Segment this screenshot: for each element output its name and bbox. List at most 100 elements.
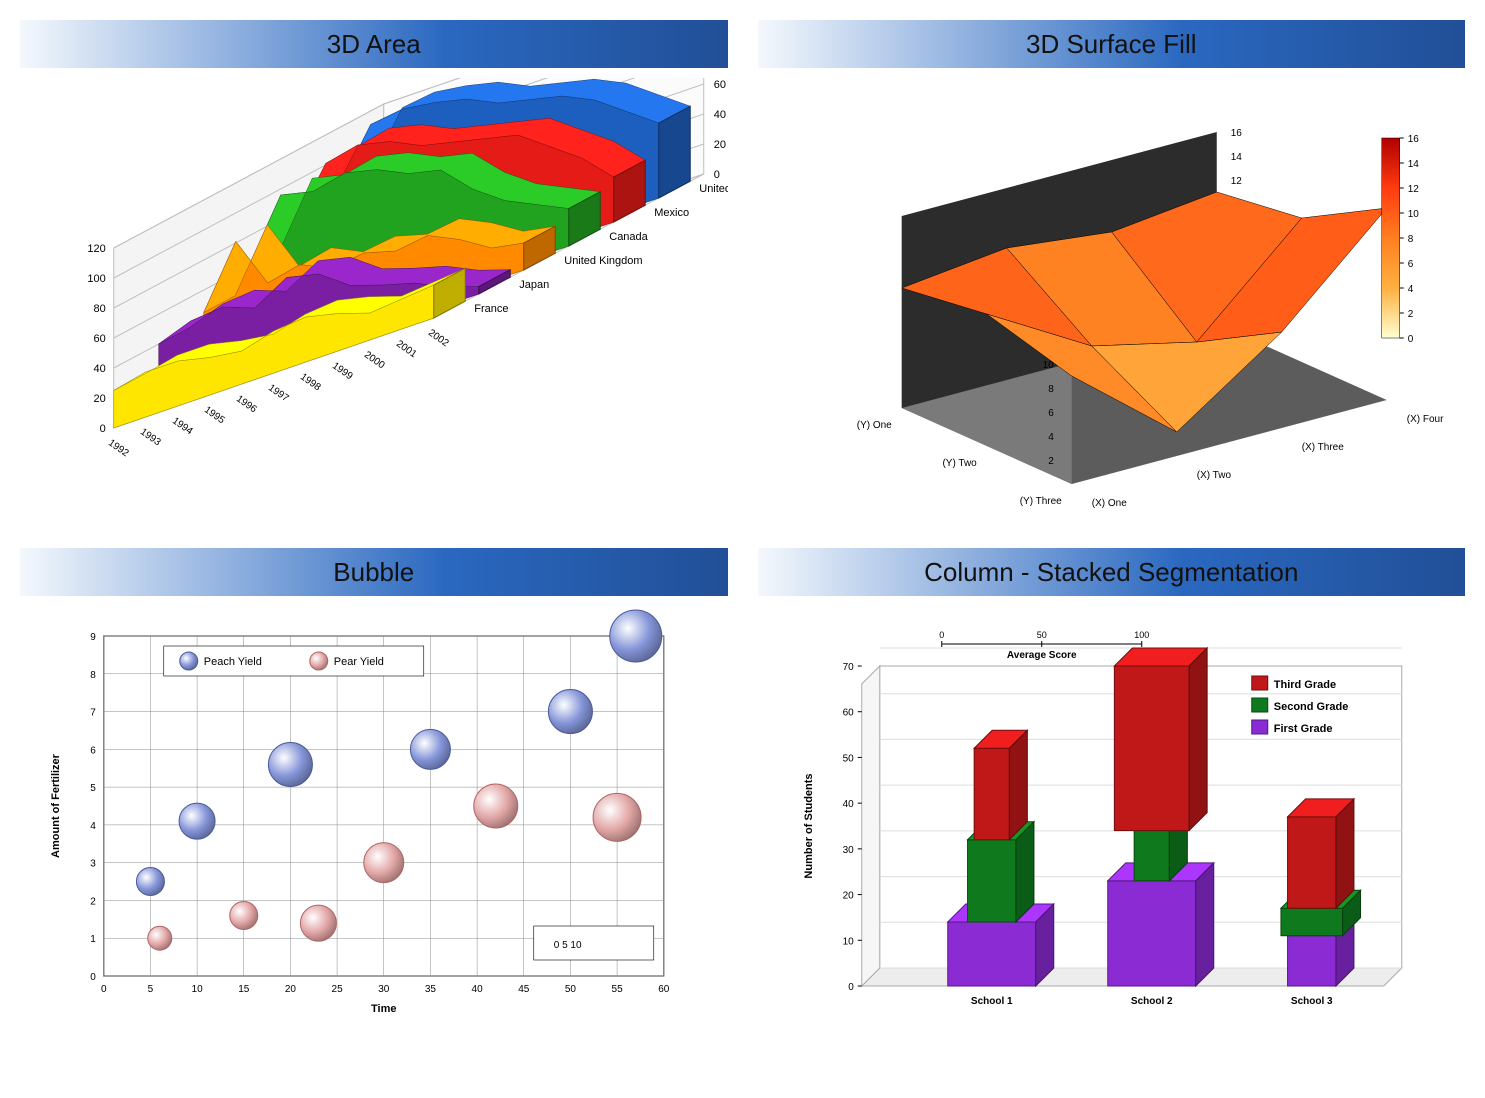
svg-text:40: 40 xyxy=(94,363,106,375)
panel-3d-surface: 3D Surface Fill 246810121416024681012141… xyxy=(758,20,1466,508)
svg-text:6: 6 xyxy=(90,745,96,756)
svg-text:1999: 1999 xyxy=(330,360,355,382)
svg-text:1997: 1997 xyxy=(266,382,291,404)
title-stacked: Column - Stacked Segmentation xyxy=(758,548,1466,596)
svg-text:8: 8 xyxy=(1048,384,1054,395)
svg-text:Time: Time xyxy=(371,1003,396,1015)
svg-text:1993: 1993 xyxy=(138,426,163,448)
svg-text:Third Grade: Third Grade xyxy=(1273,679,1335,691)
svg-text:4: 4 xyxy=(1048,432,1054,443)
svg-text:25: 25 xyxy=(332,984,344,995)
svg-text:9: 9 xyxy=(90,632,96,643)
svg-text:6: 6 xyxy=(1407,259,1413,270)
svg-text:1994: 1994 xyxy=(170,415,195,437)
svg-text:12: 12 xyxy=(1407,184,1419,195)
chart-3d-surface: 2468101214160246810121416(X) One(X) Two(… xyxy=(758,78,1466,508)
svg-text:Japan: Japan xyxy=(519,279,549,291)
svg-text:Amount of Fertilizer: Amount of Fertilizer xyxy=(50,753,62,858)
svg-text:School 2: School 2 xyxy=(1130,996,1172,1007)
svg-text:0: 0 xyxy=(1407,334,1413,345)
svg-text:55: 55 xyxy=(612,984,624,995)
svg-text:0: 0 xyxy=(90,972,96,983)
svg-text:45: 45 xyxy=(518,984,530,995)
panel-3d-area: 3D Area 020406080100120020406080100120Un… xyxy=(20,20,728,508)
svg-text:70: 70 xyxy=(842,662,854,673)
svg-text:10: 10 xyxy=(842,936,854,947)
svg-text:United States: United States xyxy=(699,183,727,195)
svg-text:50: 50 xyxy=(565,984,577,995)
svg-text:1998: 1998 xyxy=(298,371,323,393)
svg-text:4: 4 xyxy=(90,821,96,832)
svg-text:14: 14 xyxy=(1230,152,1242,163)
svg-text:Pear Yield: Pear Yield xyxy=(334,656,384,668)
panel-stacked: Column - Stacked Segmentation 0102030405… xyxy=(758,548,1466,1036)
svg-text:3: 3 xyxy=(90,859,96,870)
svg-text:(X) Three: (X) Three xyxy=(1301,442,1343,453)
svg-text:2: 2 xyxy=(1048,456,1054,467)
svg-text:(X) Two: (X) Two xyxy=(1196,470,1231,481)
svg-text:20: 20 xyxy=(94,393,106,405)
svg-text:Average Score: Average Score xyxy=(1006,650,1076,661)
svg-text:14: 14 xyxy=(1407,159,1419,170)
svg-text:5: 5 xyxy=(90,783,96,794)
svg-text:35: 35 xyxy=(425,984,437,995)
svg-text:8: 8 xyxy=(1407,234,1413,245)
svg-text:(Y) Two: (Y) Two xyxy=(942,458,977,469)
svg-text:Second Grade: Second Grade xyxy=(1273,701,1348,713)
svg-text:60: 60 xyxy=(842,708,854,719)
svg-text:0: 0 xyxy=(714,169,720,181)
svg-text:4: 4 xyxy=(1407,284,1413,295)
title-bubble: Bubble xyxy=(20,548,728,596)
svg-text:50: 50 xyxy=(1036,630,1046,640)
svg-text:(X) One: (X) One xyxy=(1091,498,1126,508)
svg-text:(Y) Three: (Y) Three xyxy=(1019,496,1061,507)
svg-text:60: 60 xyxy=(658,984,670,995)
svg-text:15: 15 xyxy=(238,984,250,995)
svg-text:0: 0 xyxy=(100,423,106,435)
svg-text:16: 16 xyxy=(1407,134,1419,145)
svg-text:12: 12 xyxy=(1230,176,1242,187)
svg-text:80: 80 xyxy=(94,303,106,315)
svg-text:0 5 10: 0 5 10 xyxy=(554,940,582,951)
svg-text:2: 2 xyxy=(1407,309,1413,320)
svg-text:2000: 2000 xyxy=(362,349,387,371)
svg-text:School 3: School 3 xyxy=(1290,996,1332,1007)
svg-text:30: 30 xyxy=(378,984,390,995)
svg-text:20: 20 xyxy=(714,139,726,151)
svg-text:1996: 1996 xyxy=(234,393,259,415)
svg-text:20: 20 xyxy=(285,984,297,995)
svg-text:Peach Yield: Peach Yield xyxy=(204,656,262,668)
svg-text:2002: 2002 xyxy=(426,327,451,349)
svg-text:7: 7 xyxy=(90,708,96,719)
svg-text:France: France xyxy=(474,303,508,315)
svg-text:(Y) One: (Y) One xyxy=(856,420,891,431)
svg-text:120: 120 xyxy=(87,243,105,255)
svg-text:First Grade: First Grade xyxy=(1273,723,1332,735)
svg-text:8: 8 xyxy=(90,670,96,681)
svg-text:100: 100 xyxy=(87,273,105,285)
svg-text:10: 10 xyxy=(1407,209,1419,220)
svg-text:60: 60 xyxy=(94,333,106,345)
svg-text:40: 40 xyxy=(472,984,484,995)
svg-text:60: 60 xyxy=(714,79,726,91)
svg-text:School 1: School 1 xyxy=(970,996,1012,1007)
svg-text:Number of Students: Number of Students xyxy=(802,773,814,878)
svg-text:5: 5 xyxy=(148,984,154,995)
svg-text:10: 10 xyxy=(192,984,204,995)
svg-text:40: 40 xyxy=(714,109,726,121)
svg-text:0: 0 xyxy=(101,984,107,995)
chart-3d-area: 020406080100120020406080100120United Sta… xyxy=(20,78,728,508)
svg-text:United Kingdom: United Kingdom xyxy=(564,255,642,267)
svg-text:Canada: Canada xyxy=(609,231,648,243)
svg-text:2001: 2001 xyxy=(394,338,419,360)
svg-text:2: 2 xyxy=(90,896,96,907)
panel-bubble: Bubble 051015202530354045505560012345678… xyxy=(20,548,728,1036)
title-3d-surface: 3D Surface Fill xyxy=(758,20,1466,68)
svg-text:1: 1 xyxy=(90,934,96,945)
svg-text:0: 0 xyxy=(848,982,854,993)
svg-text:6: 6 xyxy=(1048,408,1054,419)
svg-text:Mexico: Mexico xyxy=(654,207,689,219)
chart-stacked: 010203040506070Number of Students050100A… xyxy=(758,606,1466,1036)
svg-text:0: 0 xyxy=(939,630,944,640)
svg-text:(X) Four: (X) Four xyxy=(1406,414,1443,425)
